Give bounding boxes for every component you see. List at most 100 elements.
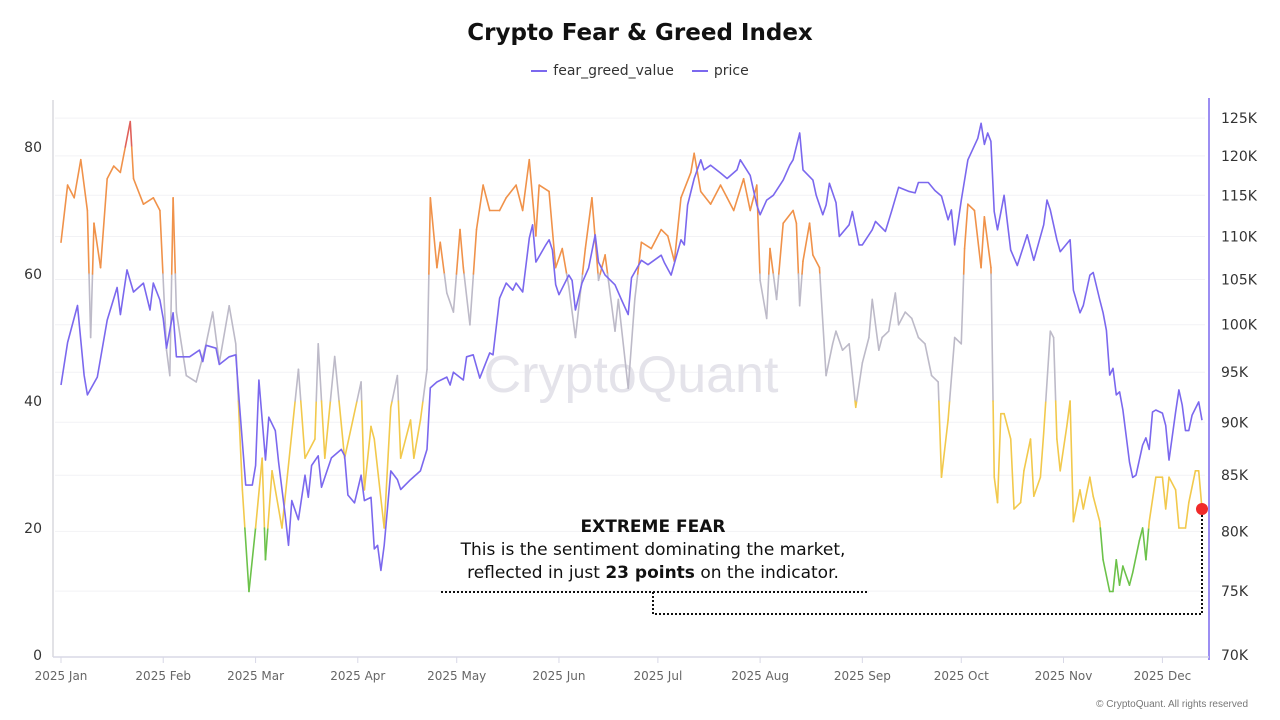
fear-greed-line-segment bbox=[777, 222, 784, 275]
x-tick-label: 2025 Jun bbox=[532, 669, 585, 683]
fear-greed-line-segment bbox=[1009, 438, 1015, 510]
fear-greed-line-segment bbox=[142, 197, 155, 205]
legend-line-icon bbox=[691, 70, 708, 72]
fear-greed-line-segment bbox=[1003, 412, 1012, 440]
fear-greed-line-segment bbox=[801, 260, 804, 275]
fear-greed-line-segment bbox=[1164, 476, 1170, 510]
fear-greed-line-segment bbox=[482, 184, 491, 212]
fear-greed-line-segment bbox=[1056, 438, 1061, 472]
fear-greed-line-segment bbox=[528, 158, 537, 237]
y-right-tick-label: 125K bbox=[1221, 111, 1258, 127]
fear-greed-line-segment bbox=[719, 184, 728, 199]
y-right-tick-label: 95K bbox=[1221, 365, 1249, 381]
fear-greed-line-segment bbox=[439, 241, 446, 275]
fear-greed-line-segment bbox=[607, 279, 616, 332]
legend-item-price[interactable]: price bbox=[691, 63, 749, 79]
fear-greed-line-segment bbox=[1013, 501, 1022, 510]
highlight-marker bbox=[1196, 502, 1208, 515]
fear-greed-line-segment bbox=[581, 247, 587, 275]
fear-greed-line-segment bbox=[693, 152, 702, 193]
fear-greed-line-segment bbox=[690, 152, 695, 174]
fear-greed-line-segment bbox=[538, 184, 550, 193]
fear-greed-line-segment bbox=[660, 228, 669, 237]
fear-greed-line-segment bbox=[360, 381, 363, 402]
x-tick-label: 2025 Jul bbox=[633, 669, 682, 683]
fear-greed-line-segment bbox=[633, 273, 639, 301]
fear-greed-line-segment bbox=[333, 355, 340, 402]
fear-greed-line-segment bbox=[604, 254, 609, 275]
legend-line-icon bbox=[531, 70, 548, 72]
fear-greed-line-segment bbox=[521, 158, 531, 212]
fear-greed-line-segment bbox=[798, 273, 803, 307]
fear-greed-line-segment bbox=[953, 336, 963, 345]
fear-greed-line-segment bbox=[835, 330, 844, 352]
annotation-connector bbox=[652, 508, 1203, 615]
fear-greed-line-segment bbox=[930, 374, 939, 383]
fear-greed-line-segment bbox=[373, 438, 385, 529]
annotation: EXTREME FEAR This is the sentiment domin… bbox=[403, 516, 903, 585]
fear-greed-line-segment bbox=[397, 400, 402, 459]
x-tick-label: 2025 Apr bbox=[330, 669, 385, 683]
fear-greed-line-segment bbox=[455, 228, 461, 275]
annotation-heading: EXTREME FEAR bbox=[580, 517, 726, 537]
fear-greed-line-segment bbox=[244, 527, 250, 593]
x-tick-label: 2025 Oct bbox=[934, 669, 989, 683]
fear-greed-line-segment bbox=[86, 209, 90, 275]
fear-greed-line-segment bbox=[343, 400, 358, 459]
price-line bbox=[60, 122, 1203, 572]
fear-greed-line-segment bbox=[561, 247, 568, 275]
fear-greed-line-segment bbox=[742, 177, 752, 212]
fear-greed-line-segment bbox=[848, 343, 856, 402]
fear-greed-line-segment bbox=[317, 343, 323, 402]
y-right-tick-label: 80K bbox=[1221, 524, 1249, 540]
fear-greed-line-segment bbox=[983, 216, 992, 269]
fear-greed-line-segment bbox=[1128, 571, 1134, 586]
fear-greed-line-segment bbox=[599, 254, 606, 275]
fear-greed-line-segment bbox=[391, 374, 399, 402]
fear-greed-line-segment bbox=[304, 438, 316, 459]
legend-label: fear_greed_value bbox=[553, 63, 674, 79]
fear-greed-line-segment bbox=[1118, 565, 1124, 586]
fear-greed-line-segment bbox=[419, 400, 424, 421]
fear-greed-line-segment bbox=[237, 400, 244, 491]
fear-greed-line-segment bbox=[241, 489, 246, 529]
fear-greed-line-segment bbox=[948, 336, 956, 402]
fear-greed-line-segment bbox=[792, 209, 798, 224]
fear-greed-line-segment bbox=[248, 527, 257, 593]
fear-greed-line-segment bbox=[812, 254, 821, 269]
fear-greed-line-segment bbox=[1089, 476, 1094, 498]
fear-greed-line-segment bbox=[60, 184, 69, 244]
fear-greed-line-segment bbox=[1145, 527, 1150, 561]
fear-greed-line-segment bbox=[1029, 438, 1035, 498]
fear-greed-line-segment bbox=[389, 400, 393, 409]
fear-greed-line-segment bbox=[990, 273, 994, 402]
fear-greed-line-segment bbox=[338, 400, 346, 459]
fear-greed-line-segment bbox=[271, 470, 283, 529]
fear-greed-line-segment bbox=[505, 184, 517, 199]
fear-greed-line-segment bbox=[228, 304, 237, 345]
fear-greed-line-segment bbox=[1131, 539, 1141, 574]
fear-greed-line-segment bbox=[1197, 470, 1203, 510]
x-tick-label: 2025 Dec bbox=[1134, 669, 1192, 683]
y-right-tick-label: 90K bbox=[1221, 415, 1249, 431]
fear-greed-line-segment bbox=[515, 184, 524, 212]
y-right-tick-label: 105K bbox=[1221, 273, 1258, 289]
fear-greed-line-segment bbox=[124, 120, 132, 148]
fear-greed-line-segment bbox=[422, 368, 428, 402]
fear-greed-line-segment bbox=[409, 419, 415, 459]
fear-greed-line-segment bbox=[261, 457, 266, 529]
legend-item-fear-greed[interactable]: fear_greed_value bbox=[531, 63, 674, 79]
fear-greed-line-segment bbox=[498, 197, 507, 212]
fear-greed-line-segment bbox=[1059, 425, 1068, 472]
y-right-tick-label: 120K bbox=[1221, 149, 1258, 165]
fear-greed-line-segment bbox=[1044, 330, 1052, 402]
fear-greed-line-segment bbox=[93, 222, 102, 269]
fear-greed-line-segment bbox=[808, 222, 814, 256]
y-right-tick-label: 100K bbox=[1221, 318, 1258, 334]
fear-greed-line-segment bbox=[937, 381, 940, 402]
fear-greed-line-segment bbox=[1115, 558, 1121, 586]
fear-greed-line-segment bbox=[264, 527, 269, 561]
fear-greed-line-segment bbox=[962, 247, 966, 275]
fear-greed-line-segment bbox=[636, 241, 643, 275]
fear-greed-line-segment bbox=[894, 292, 900, 326]
